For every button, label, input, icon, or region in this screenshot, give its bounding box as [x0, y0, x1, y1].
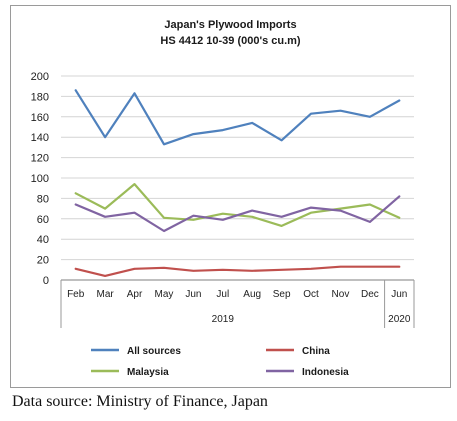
series-line-1 [74, 265, 401, 277]
chart-figure: Japan's Plywood Imports HS 4412 10-39 (0… [10, 5, 451, 388]
x-tick-label-10: Dec [361, 289, 379, 300]
y-tick-label-40: 40 [37, 234, 49, 246]
y-tick-label-80: 80 [37, 193, 49, 205]
series-line-0 [74, 89, 401, 146]
x-tick-label-8: Oct [303, 289, 319, 300]
x-tick-label-6: Aug [243, 289, 261, 300]
x-tick-label-3: May [155, 289, 174, 300]
x-group-label-2020: 2020 [388, 314, 411, 325]
line-chart: 0 20 40 60 80 100 120 140 160 180 200 Feb Mar Apr May J… [31, 71, 415, 378]
series-line-3 [74, 195, 401, 233]
data-source-note: Data source: Ministry of Finance, Japan [12, 393, 268, 410]
x-tick-label-5: Jul [216, 289, 229, 300]
x-tick-label-7: Sep [273, 289, 291, 300]
y-tick-label-100: 100 [31, 173, 49, 185]
chart-title: Japan's Plywood Imports [164, 19, 297, 31]
legend-label-2: Malaysia [127, 367, 169, 378]
y-tick-label-140: 140 [31, 132, 49, 144]
x-tick-label-1: Mar [97, 289, 115, 300]
x-tick-label-2: Apr [127, 289, 143, 300]
series-line-2 [74, 183, 401, 227]
legend-label-3: Indonesia [302, 367, 349, 378]
x-tick-label-9: Nov [332, 289, 350, 300]
y-tick-label-0: 0 [43, 275, 49, 287]
y-tick-label-20: 20 [37, 255, 49, 267]
y-tick-label-180: 180 [31, 91, 49, 103]
chart-subtitle: HS 4412 10-39 (000's cu.m) [160, 35, 301, 47]
y-tick-label-60: 60 [37, 214, 49, 226]
x-tick-label-11: Jun [391, 289, 407, 300]
x-tick-label-4: Jun [185, 289, 201, 300]
y-tick-label-120: 120 [31, 153, 49, 165]
x-tick-label-0: Feb [67, 289, 85, 300]
y-tick-label-200: 200 [31, 71, 49, 83]
x-group-label-2019: 2019 [212, 314, 235, 325]
legend-label-0: All sources [127, 346, 181, 357]
legend-label-1: China [302, 346, 330, 357]
y-tick-label-160: 160 [31, 112, 49, 124]
